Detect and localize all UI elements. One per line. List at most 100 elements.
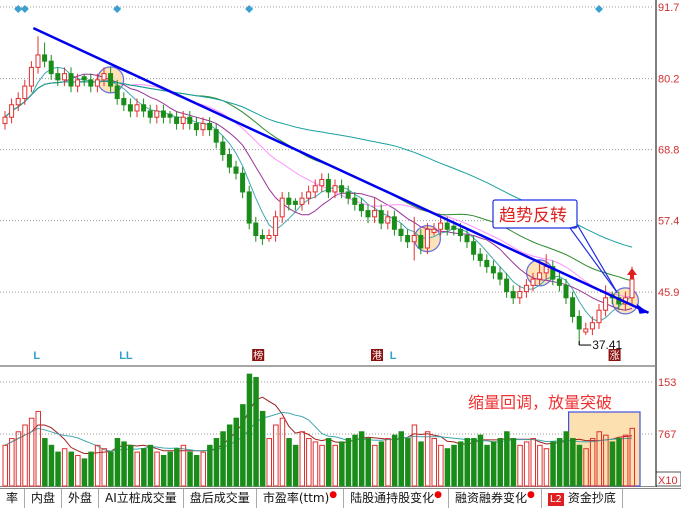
volume-tick-label: 767 <box>658 429 676 441</box>
tab-ai-volume[interactable]: AI立桩成交量 <box>99 489 184 508</box>
tab-inner-volume[interactable]: 内盘 <box>25 489 63 508</box>
candle-down <box>563 284 569 299</box>
volume-unit-label: X10 <box>658 475 678 487</box>
volume-bar-up <box>332 444 338 487</box>
volume-bar-up <box>537 444 543 487</box>
candle-down <box>576 315 582 330</box>
volume-bar-down <box>358 431 365 487</box>
volume-bar-up <box>35 410 41 487</box>
volume-bar-up <box>134 451 140 487</box>
candle-down <box>556 278 562 286</box>
candle-up <box>200 122 206 131</box>
tab-after-hours-volume[interactable]: 盘后成交量 <box>184 489 257 508</box>
price-tick-label: 68.8 <box>658 145 679 157</box>
candle-up <box>431 228 437 233</box>
candle-down <box>187 116 193 124</box>
volume-bar-up <box>438 444 444 487</box>
volume-bar-up <box>75 454 81 487</box>
volume-bar-down <box>68 451 74 487</box>
volume-bar-up <box>61 448 68 487</box>
volume-bar-up <box>372 444 378 487</box>
volume-bar-up <box>266 438 272 487</box>
price-tick-label: 45.9 <box>658 287 679 299</box>
candle-up <box>596 309 602 324</box>
candle-up <box>530 278 536 286</box>
stock-chart[interactable]: 91.7 80.2 68.8 57.4 45.9 153 767 X10 趋势反转 37.41 缩量… <box>0 0 681 487</box>
candle-up <box>603 297 609 311</box>
tab-pe-ttm[interactable]: 市盈率(ttm)● <box>257 489 345 508</box>
volume-bar-down <box>193 454 200 487</box>
volume-bar-up <box>9 438 15 487</box>
candle-down <box>108 73 114 87</box>
candle-up <box>312 185 318 193</box>
volume-bar-down <box>510 438 517 487</box>
volume-bar-up <box>622 434 629 487</box>
event-stamp-text: 涨 <box>610 350 620 362</box>
volume-bar-up <box>530 438 536 487</box>
price-tick-label: 80.2 <box>658 74 679 86</box>
volume-bar-up <box>94 444 101 487</box>
volume-bar-up <box>596 431 602 487</box>
candle-down <box>391 216 397 230</box>
candle-up <box>385 216 391 224</box>
candle-down <box>174 116 180 124</box>
volume-bar-down <box>490 441 497 487</box>
volume-bar-up <box>583 448 589 487</box>
signal-marker-L: L <box>390 350 397 362</box>
new-dot-icon: ● <box>329 490 338 500</box>
low-price-label: 37.41 <box>592 338 622 352</box>
tab-margin-trading[interactable]: 融资融券变化● <box>449 489 542 508</box>
volume-bar-down <box>457 441 464 487</box>
candle-down <box>48 60 54 75</box>
candle-down <box>550 266 556 280</box>
volume-bar-down <box>464 438 470 487</box>
volume-bar-down <box>576 444 583 487</box>
indicator-tabs: 率 内盘 外盘 AI立桩成交量 盘后成交量 市盈率(ttm)● 陆股通持股变化●… <box>0 488 681 508</box>
volume-bar-down <box>226 424 233 487</box>
candle-up <box>306 191 312 199</box>
volume-bar-down <box>141 448 147 487</box>
candle-down <box>292 200 298 205</box>
tab-outer-volume[interactable]: 外盘 <box>62 489 100 508</box>
candle-down <box>457 228 463 237</box>
event-stamp-text: 港 <box>372 350 382 362</box>
candle-down <box>81 76 87 81</box>
volume-bar-down <box>42 438 48 487</box>
ma30-line <box>4 80 633 282</box>
volume-bar-down <box>616 438 622 487</box>
tab-fund-bottom[interactable]: L2 资金抄底 <box>542 489 623 508</box>
tab-turnover-rate[interactable]: 率 <box>0 489 26 508</box>
candle-up <box>319 178 325 187</box>
volume-bar-down <box>556 438 563 487</box>
candle-down <box>345 191 351 199</box>
candle-down <box>339 185 345 193</box>
candle-down <box>510 291 516 299</box>
candle-down <box>378 210 384 224</box>
candle-down <box>286 197 292 205</box>
volume-bar-down <box>233 417 239 487</box>
volume-bar-down <box>253 377 259 487</box>
volume-bar-down <box>352 434 358 487</box>
volume-bar-down <box>497 438 503 487</box>
volume-bar-down <box>213 438 220 487</box>
candle-down <box>504 278 510 293</box>
volume-bar-up <box>431 438 437 487</box>
diamond-marker-icon <box>113 5 122 13</box>
volume-bar-down <box>563 431 569 487</box>
candle-down <box>418 235 424 249</box>
new-dot-icon: ● <box>434 490 443 500</box>
candle-up <box>589 322 595 330</box>
volume-bar-up <box>411 424 418 487</box>
signal-marker-L: LL <box>119 350 133 362</box>
candle-down <box>358 203 364 212</box>
diamond-marker-icon <box>595 5 603 13</box>
tab-northbound-holdings[interactable]: 陆股通持股变化● <box>344 489 450 508</box>
volume-bar-down <box>259 410 266 487</box>
volume-bar-up <box>101 448 107 487</box>
volume-bar-up <box>306 438 312 487</box>
volume-bar-down <box>55 451 61 487</box>
candle-down <box>55 73 61 81</box>
volume-bar-up <box>589 438 596 487</box>
volume-bar-down <box>292 444 299 487</box>
candle-up <box>279 197 285 218</box>
